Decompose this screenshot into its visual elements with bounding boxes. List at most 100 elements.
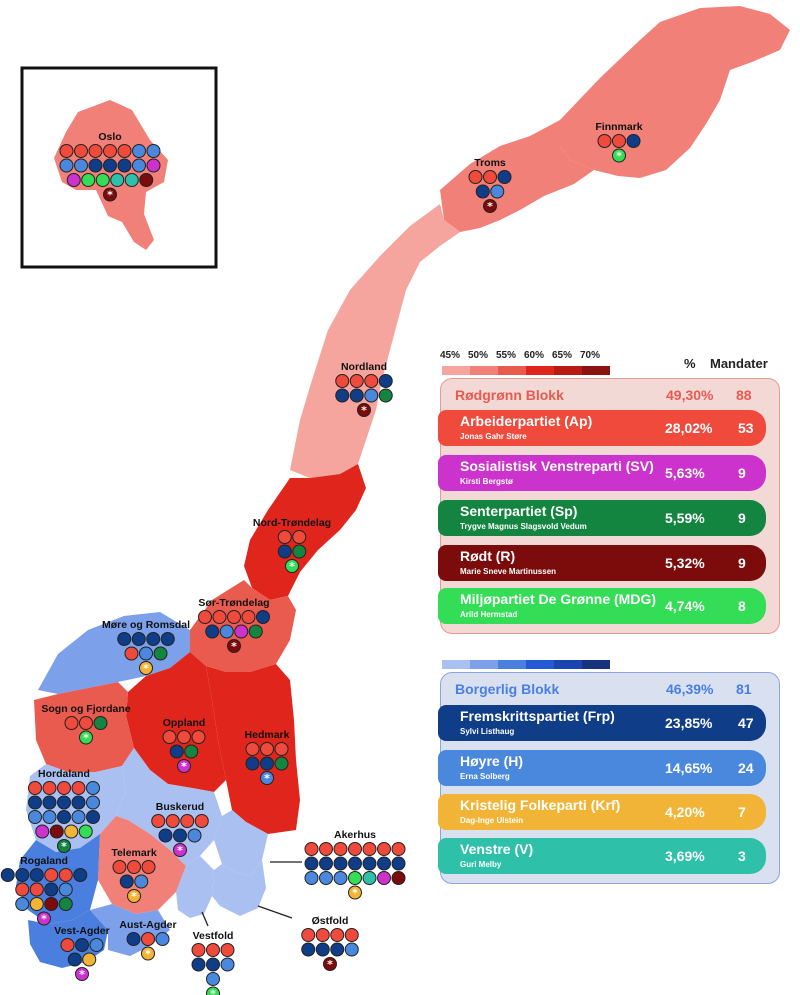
seat-ap[interactable] <box>241 610 256 624</box>
seat-ap[interactable] <box>198 610 212 624</box>
seat-ap[interactable] <box>277 530 292 544</box>
seat-frp[interactable] <box>260 756 274 771</box>
seat-h[interactable] <box>490 184 505 199</box>
county-nord-trondelag[interactable] <box>244 464 366 600</box>
seat-ap[interactable] <box>103 144 117 158</box>
seat-ap[interactable] <box>304 842 319 856</box>
county-akershus[interactable] <box>214 810 268 876</box>
seat-frp[interactable] <box>319 856 333 871</box>
seat-h[interactable] <box>74 158 88 173</box>
seat-frp[interactable] <box>126 932 141 946</box>
seat-h[interactable] <box>187 828 202 843</box>
seat-h[interactable] <box>42 810 57 824</box>
county-vestfold[interactable] <box>176 856 214 918</box>
seat-frp[interactable] <box>117 632 132 646</box>
seat-frp[interactable] <box>348 856 362 871</box>
seat-ap[interactable] <box>315 928 330 942</box>
seat-h[interactable] <box>304 871 319 885</box>
county-finnmark[interactable] <box>560 6 790 178</box>
seat-h[interactable] <box>319 871 333 885</box>
seat-h[interactable] <box>139 646 153 661</box>
seat-ap[interactable] <box>333 842 348 856</box>
seat-frp[interactable] <box>475 184 490 199</box>
seat-ap[interactable] <box>64 716 79 730</box>
party-sp[interactable]: Senterpartiet (Sp) Trygve Magnus Slagsvol… <box>438 500 766 536</box>
leveling-seat-sv[interactable] <box>177 759 191 773</box>
seat-h[interactable] <box>220 957 235 972</box>
leveling-seat-r[interactable] <box>323 957 337 971</box>
seat-r[interactable] <box>139 173 154 187</box>
seat-ap[interactable] <box>260 742 274 756</box>
seat-h[interactable] <box>86 781 100 795</box>
seat-ap[interactable] <box>191 943 206 957</box>
seat-sv[interactable] <box>377 871 391 885</box>
seat-sp[interactable] <box>292 544 307 559</box>
seat-ap[interactable] <box>612 134 626 148</box>
seat-v[interactable] <box>124 173 139 187</box>
seat-krf[interactable] <box>29 897 44 911</box>
seat-frp[interactable] <box>73 868 88 882</box>
leveling-seat-krf[interactable] <box>127 889 141 903</box>
seat-mdg[interactable] <box>348 871 362 885</box>
seat-ap[interactable] <box>468 170 483 184</box>
leveling-seat-sv[interactable] <box>173 843 187 857</box>
seat-ap[interactable] <box>88 144 103 158</box>
leveling-seat-sp[interactable] <box>57 839 71 853</box>
party-v[interactable]: Venstre (V) Guri Melby 3,69% 3 <box>438 838 766 874</box>
leveling-seat-r[interactable] <box>357 403 371 417</box>
seat-ap[interactable] <box>79 716 93 730</box>
seat-frp[interactable] <box>206 957 220 972</box>
leveling-seat-krf[interactable] <box>348 885 362 900</box>
seat-ap[interactable] <box>377 842 391 856</box>
seat-v[interactable] <box>362 871 377 885</box>
seat-h[interactable] <box>206 972 220 986</box>
seat-sp[interactable] <box>58 897 73 911</box>
seat-ap[interactable] <box>162 730 177 744</box>
seat-ap[interactable] <box>335 374 350 388</box>
leveling-seat-r[interactable] <box>227 639 241 653</box>
seat-frp[interactable] <box>362 856 377 871</box>
seat-frp[interactable] <box>44 882 59 897</box>
seat-frp[interactable] <box>75 938 89 952</box>
seat-h[interactable] <box>58 882 73 897</box>
seat-sv[interactable] <box>234 624 249 639</box>
county-nordland[interactable] <box>290 204 460 478</box>
seat-frp[interactable] <box>333 856 348 871</box>
seat-ap[interactable] <box>206 943 220 957</box>
seat-ap[interactable] <box>117 144 132 158</box>
seat-frp[interactable] <box>160 632 175 646</box>
seat-frp[interactable] <box>330 942 345 957</box>
seat-frp[interactable] <box>377 856 391 871</box>
leveling-seat-mdg[interactable] <box>79 730 93 745</box>
seat-h[interactable] <box>28 810 42 824</box>
seat-ap[interactable] <box>124 646 139 661</box>
seat-frp[interactable] <box>86 810 100 824</box>
seat-ap[interactable] <box>57 781 71 795</box>
seat-ap[interactable] <box>597 134 612 148</box>
leveling-seat-mdg[interactable] <box>285 559 299 573</box>
seat-ap[interactable] <box>141 860 156 874</box>
party-frp[interactable]: Fremskrittspartiet (Frp) Sylvi Listhaug 23… <box>438 705 766 741</box>
seat-ap[interactable] <box>319 842 333 856</box>
leveling-seat-sv[interactable] <box>75 967 89 981</box>
seat-ap[interactable] <box>165 814 180 828</box>
seat-ap[interactable] <box>391 842 406 856</box>
seat-h[interactable] <box>71 810 86 824</box>
seat-ap[interactable] <box>60 938 75 952</box>
seat-frp[interactable] <box>0 868 15 882</box>
seat-sp[interactable] <box>378 388 393 403</box>
seat-ap[interactable] <box>364 374 379 388</box>
party-r[interactable]: Rødt (R) Marie Sneve Martinussen 5,32% 9 <box>438 545 766 581</box>
seat-ap[interactable] <box>349 374 364 388</box>
seat-ap[interactable] <box>28 781 42 795</box>
seat-r[interactable] <box>44 897 59 911</box>
seat-frp[interactable] <box>42 795 57 810</box>
seat-mdg[interactable] <box>78 824 93 839</box>
party-ap[interactable]: Arbeiderpartiet (Ap) Jonas Gahr Støre 28,0… <box>438 410 766 446</box>
seat-ap[interactable] <box>58 868 73 882</box>
seat-ap[interactable] <box>177 730 191 744</box>
seat-h[interactable] <box>146 144 161 158</box>
seat-ap[interactable] <box>44 868 59 882</box>
seat-frp[interactable] <box>277 544 292 559</box>
seat-frp[interactable] <box>119 874 134 889</box>
